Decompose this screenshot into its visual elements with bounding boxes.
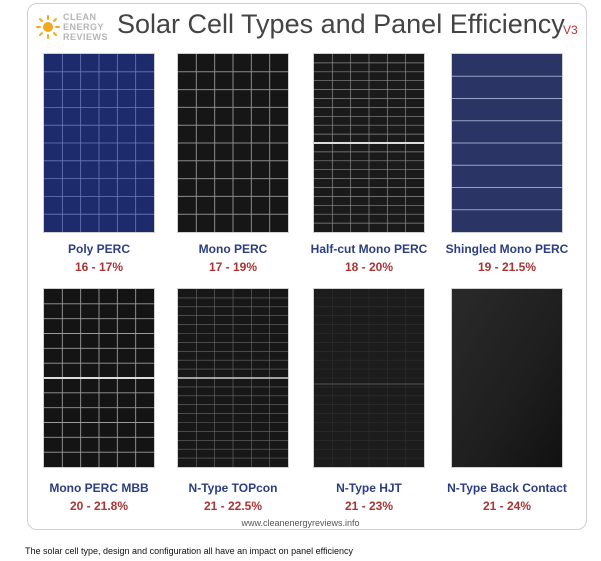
- panel-image-mono-perc-mbb: [43, 288, 155, 468]
- panel-label-n-type-hjt: N-Type HJT: [336, 481, 402, 495]
- panel-efficiency-n-type-back-contact: 21 - 24%: [482, 499, 532, 513]
- version-badge: V3: [563, 23, 578, 37]
- brand-line-2: ENERGY: [63, 22, 105, 32]
- panel-image-mono-perc: [177, 53, 289, 233]
- brand-wordmark: CLEAN ENERGY REVIEWS: [63, 12, 108, 42]
- hjt-panel-graphic: [314, 289, 424, 467]
- panel-label-mono-perc: Mono PERC: [198, 242, 268, 256]
- brand-logo: CLEAN ENERGY REVIEWS: [36, 11, 116, 45]
- panel-efficiency-shingled-mono-perc: 19 - 21.5%: [477, 260, 537, 274]
- brand-line-1: CLEAN: [63, 12, 97, 22]
- backcontact-panel-graphic: [452, 289, 562, 467]
- panel-label-n-type-back-contact: N-Type Back Contact: [447, 481, 567, 495]
- mono-panel-graphic: [178, 54, 288, 232]
- panel-image-n-type-back-contact: [451, 288, 563, 468]
- panel-efficiency-half-cut-mono-perc: 18 - 20%: [344, 260, 394, 274]
- panel-efficiency-mono-perc-mbb: 20 - 21.8%: [69, 499, 129, 513]
- mbb-panel-graphic: [44, 289, 154, 467]
- panel-label-n-type-topcon: N-Type TOPcon: [188, 481, 278, 495]
- shingled-panel-graphic: [452, 54, 562, 232]
- panel-label-mono-perc-mbb: Mono PERC MBB: [49, 481, 149, 495]
- website-url[interactable]: www.cleanenergyreviews.info: [241, 518, 360, 528]
- panel-efficiency-n-type-hjt: 21 - 23%: [344, 499, 394, 513]
- topcon-panel-graphic: [178, 289, 288, 467]
- brand-line-3: REVIEWS: [63, 32, 109, 42]
- panel-efficiency-poly-perc: 16 - 17%: [74, 260, 124, 274]
- panel-image-n-type-topcon: [177, 288, 289, 468]
- panel-image-poly-perc: [43, 53, 155, 233]
- sun-icon: [36, 15, 60, 39]
- panel-image-shingled-mono-perc: [451, 53, 563, 233]
- panel-efficiency-mono-perc: 17 - 19%: [208, 260, 258, 274]
- poly-panel-graphic: [44, 54, 154, 232]
- panel-efficiency-n-type-topcon: 21 - 22.5%: [203, 499, 263, 513]
- page-title: Solar Cell Types and Panel Efficiency: [117, 9, 565, 39]
- panel-label-poly-perc: Poly PERC: [67, 242, 130, 256]
- panel-image-half-cut-mono-perc: [313, 53, 425, 233]
- panel-label-shingled-mono-perc: Shingled Mono PERC: [445, 242, 569, 256]
- panel-label-half-cut-mono-perc: Half-cut Mono PERC: [310, 242, 428, 256]
- halfcut-panel-graphic: [314, 54, 424, 232]
- figure-caption: The solar cell type, design and configur…: [25, 546, 354, 556]
- panel-image-n-type-hjt: [313, 288, 425, 468]
